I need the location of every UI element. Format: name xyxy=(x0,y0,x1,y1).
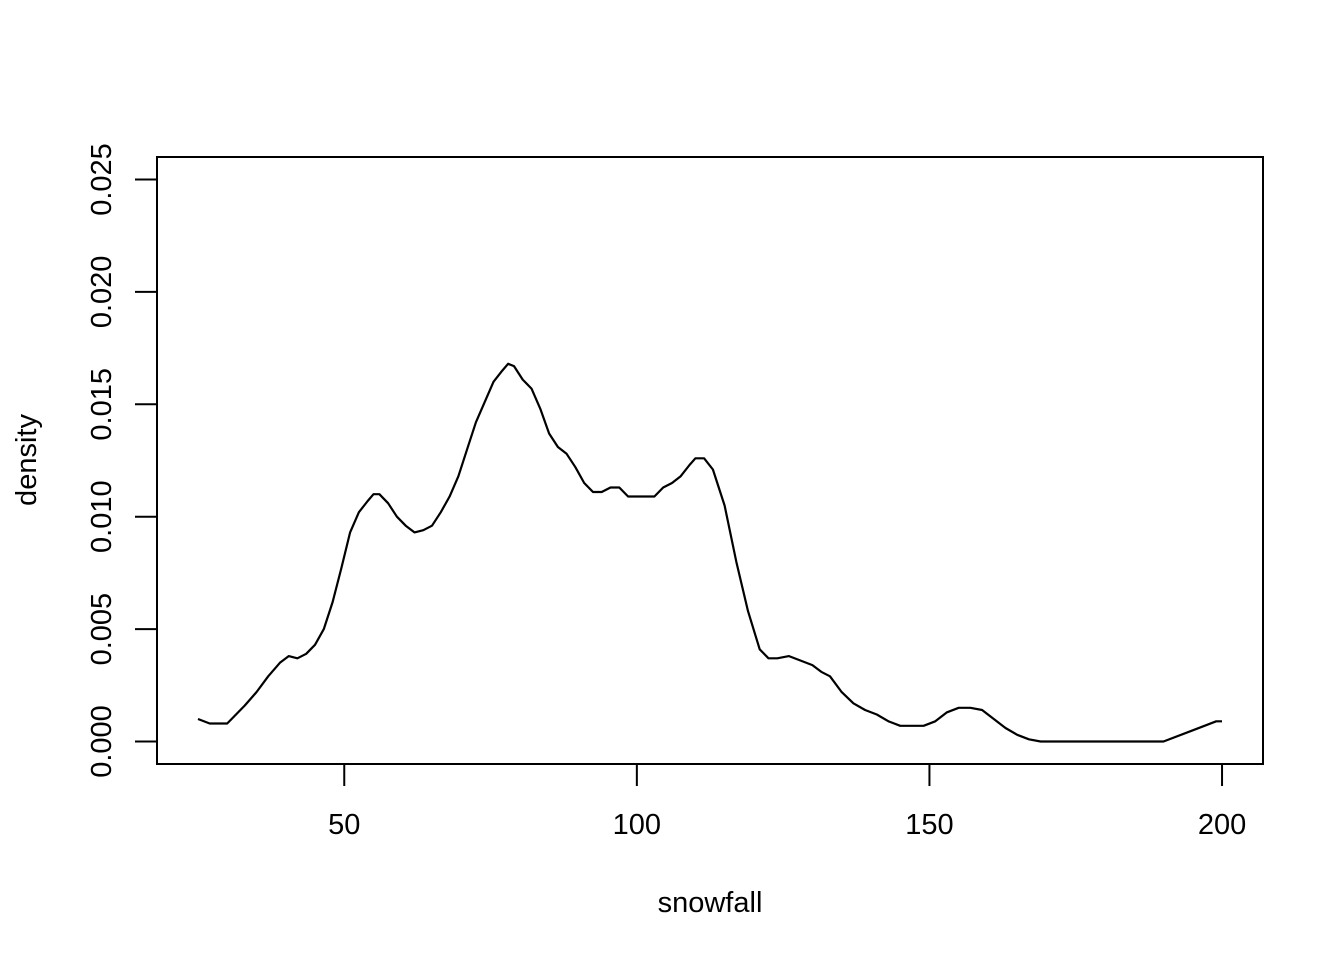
y-tick-label: 0.025 xyxy=(86,143,118,216)
x-tick-label: 200 xyxy=(1198,809,1246,841)
x-axis: 50 100 150 200 xyxy=(328,763,1246,841)
x-tick-label: 50 xyxy=(328,809,360,841)
plot-frame xyxy=(156,156,1264,765)
x-tick-label: 100 xyxy=(613,809,661,841)
density-line xyxy=(197,362,1222,743)
y-axis: 0.000 0.005 0.010 0.015 0.020 0.025 xyxy=(86,143,158,778)
y-tick-label: 0.000 xyxy=(86,705,118,778)
y-tick-label: 0.005 xyxy=(86,593,118,666)
y-axis-label: density xyxy=(11,414,43,506)
x-tick-label: 150 xyxy=(905,809,953,841)
y-tick-label: 0.015 xyxy=(86,368,118,441)
y-tick-label: 0.020 xyxy=(86,256,118,329)
x-axis-label: snowfall xyxy=(658,887,763,919)
y-tick-label: 0.010 xyxy=(86,480,118,553)
